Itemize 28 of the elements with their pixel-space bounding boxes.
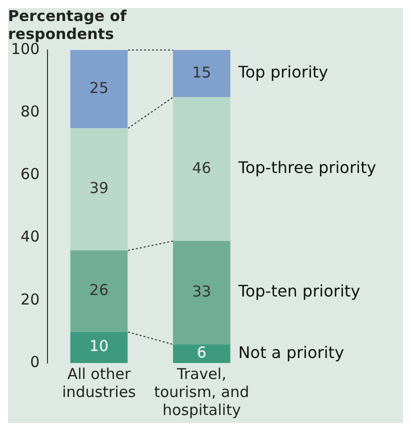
series-label: Top-three priority bbox=[237, 158, 376, 178]
y-axis-title: Percentage of respondents bbox=[8, 6, 128, 43]
data-label: 39 bbox=[89, 179, 109, 198]
bar bbox=[173, 240, 230, 344]
data-label: 26 bbox=[89, 280, 109, 299]
bar bbox=[173, 96, 230, 241]
data-label: 10 bbox=[89, 337, 109, 356]
y-tick-label: 0 bbox=[30, 352, 40, 371]
data-label: 25 bbox=[89, 79, 109, 98]
bar bbox=[173, 50, 230, 97]
data-label: 6 bbox=[196, 344, 206, 362]
y-tick-label: 20 bbox=[20, 290, 40, 308]
y-tick-label: 80 bbox=[20, 102, 40, 120]
series-label: Top priority bbox=[237, 62, 328, 82]
series-label: Not a priority bbox=[238, 342, 344, 362]
series-label: Top-ten priority bbox=[237, 282, 360, 301]
bar bbox=[70, 128, 128, 250]
bar bbox=[70, 332, 128, 363]
y-tick-label: 40 bbox=[20, 228, 40, 246]
bar bbox=[173, 344, 230, 363]
bar bbox=[70, 250, 128, 332]
data-label: 46 bbox=[192, 158, 212, 177]
bar bbox=[70, 50, 128, 128]
y-tick-label: 60 bbox=[20, 165, 40, 184]
x-tick-label: All other industries bbox=[62, 364, 136, 401]
data-label: 33 bbox=[192, 282, 212, 300]
data-label: 15 bbox=[192, 63, 212, 82]
x-tick-label: Travel, tourism, and hospitality bbox=[154, 364, 250, 419]
